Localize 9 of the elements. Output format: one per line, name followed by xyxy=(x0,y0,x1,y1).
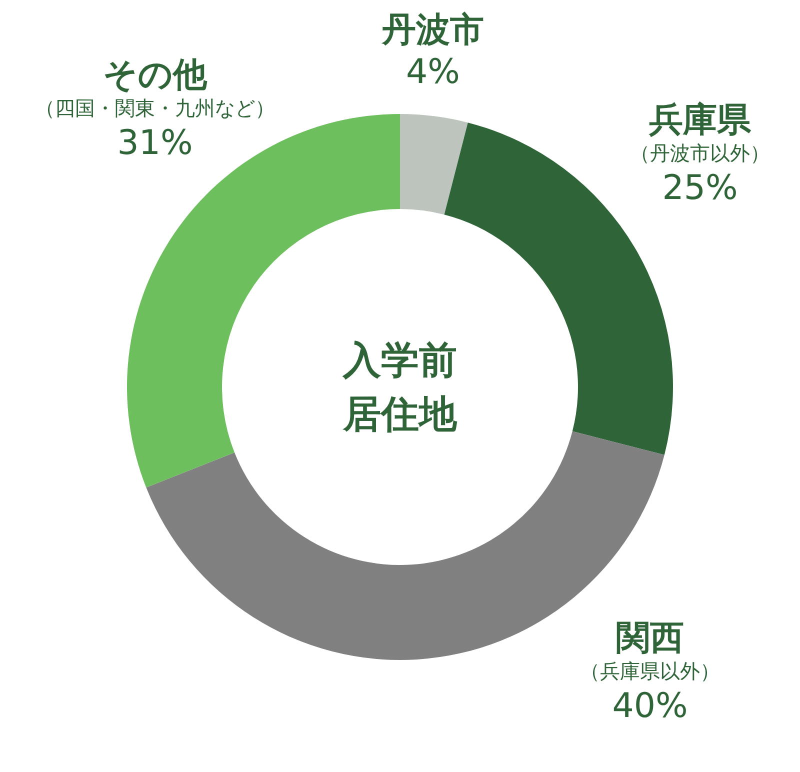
slice-label: 関西（兵庫県以外） xyxy=(580,618,720,684)
slice-label: 兵庫県（丹波市以外） xyxy=(630,100,770,166)
data-label: 40% xyxy=(611,685,689,728)
data-label: 31% xyxy=(116,122,194,165)
text: 入学前居住地 xyxy=(342,337,458,438)
slice-label: 丹波市 xyxy=(382,10,484,50)
slice-label: その他（四国・関東・九州など） xyxy=(35,55,275,121)
data-label: 4% xyxy=(405,51,461,94)
data-label: 25% xyxy=(661,167,739,210)
